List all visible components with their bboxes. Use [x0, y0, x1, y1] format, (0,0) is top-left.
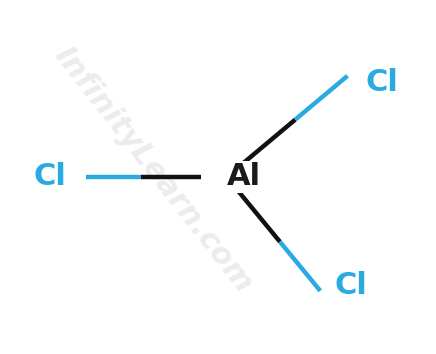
Text: Cl: Cl [34, 162, 66, 192]
Text: Cl: Cl [335, 271, 368, 300]
Text: Al: Al [227, 162, 261, 192]
Text: InfinityLearn.com: InfinityLearn.com [48, 41, 258, 298]
Text: Cl: Cl [365, 68, 398, 97]
